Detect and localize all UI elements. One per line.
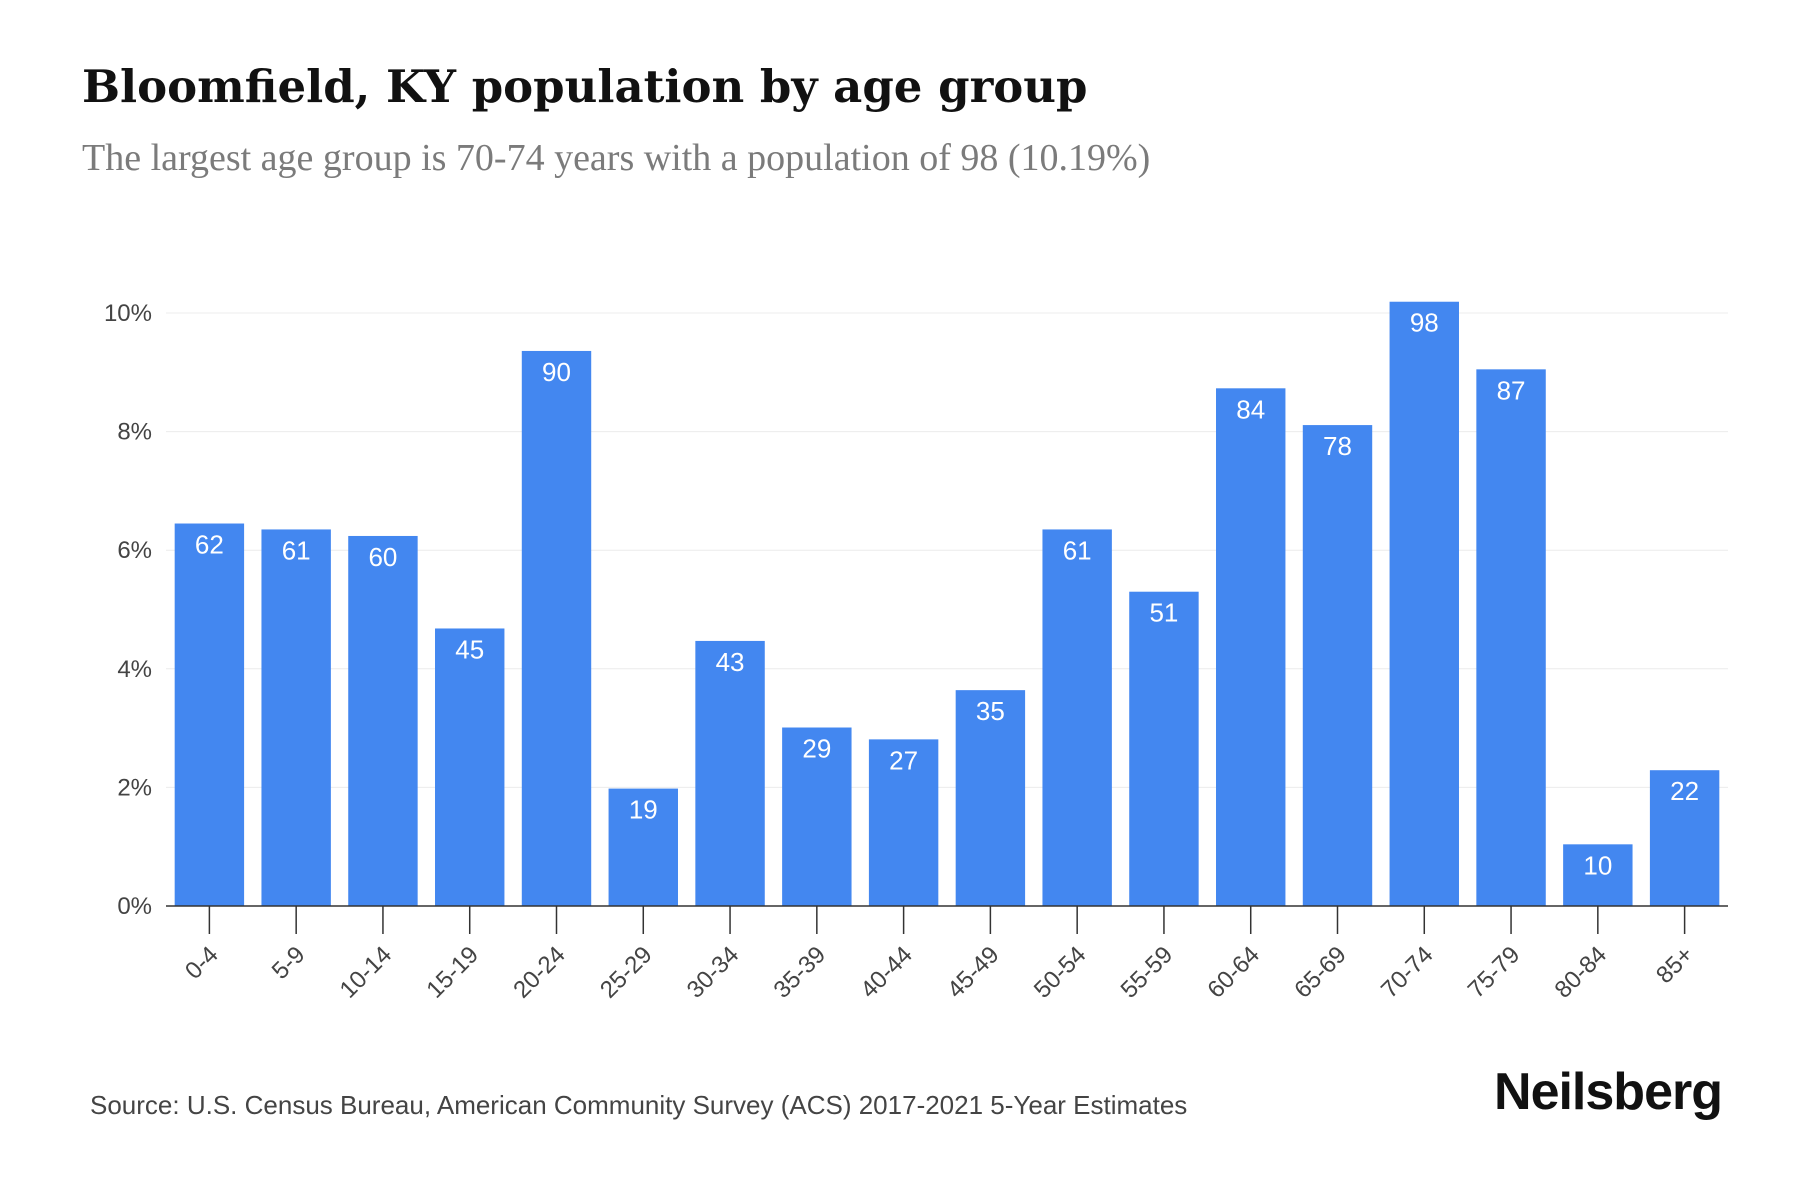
x-category-label: 85+ <box>1651 941 1699 989</box>
bar-45-49 <box>955 690 1026 906</box>
y-tick-label: 6% <box>117 537 152 564</box>
x-axis-category-labels: 0-4 5-9 10-14 15-19 20-24 25-29 30-34 35-39 40-4… <box>180 941 1699 1004</box>
bar-value-label: 22 <box>1670 776 1699 806</box>
x-category-label: 20-24 <box>508 941 571 1004</box>
bar-55-59 <box>1129 591 1199 906</box>
bar-value-label: 62 <box>195 530 224 560</box>
bar-value-label: 29 <box>802 734 831 764</box>
bar-value-label: 27 <box>889 745 918 775</box>
bar-value-label: 43 <box>716 647 745 677</box>
bar-value-label: 98 <box>1410 308 1439 338</box>
bar-10-14 <box>348 535 418 906</box>
x-category-label: 65-69 <box>1289 941 1352 1004</box>
bar-value-label: 61 <box>1063 535 1092 565</box>
x-category-label: 55-59 <box>1116 941 1179 1004</box>
bar-value-label: 90 <box>542 357 571 387</box>
bar-value-label: 10 <box>1583 850 1612 880</box>
bar-35-39 <box>782 727 852 906</box>
bars <box>174 301 1720 907</box>
bar-75-79 <box>1476 369 1546 907</box>
x-category-label: 40-44 <box>855 941 918 1004</box>
y-tick-label: 8% <box>117 419 152 446</box>
bar-value-label: 51 <box>1149 598 1178 628</box>
bar-value-label: 87 <box>1497 375 1526 405</box>
x-category-label: 0-4 <box>180 941 224 985</box>
x-category-label: 35-39 <box>769 941 832 1004</box>
x-category-label: 50-54 <box>1029 941 1092 1004</box>
bar-value-label: 61 <box>282 535 311 565</box>
bar-value-label: 78 <box>1323 431 1352 461</box>
y-tick-label: 10% <box>104 300 152 327</box>
brand-logo: Neilsberg <box>1494 1063 1723 1121</box>
y-axis-tick-labels: 0% 2% 4% 6% 8% 10% <box>104 300 152 920</box>
bar-40-44 <box>868 739 939 906</box>
chart-subtitle: The largest age group is 70-74 years wit… <box>82 137 1151 179</box>
bar-85+ <box>1649 770 1720 906</box>
bar-5-9 <box>261 529 331 906</box>
bar-value-label: 60 <box>368 542 397 572</box>
x-category-label: 30-34 <box>682 941 745 1004</box>
bar-60-64 <box>1216 388 1286 906</box>
y-tick-label: 2% <box>117 774 152 801</box>
bar-25-29 <box>608 788 678 906</box>
bar-80-84 <box>1563 844 1633 906</box>
x-category-label: 70-74 <box>1376 941 1439 1004</box>
x-category-label: 15-19 <box>421 941 484 1004</box>
bar-50-54 <box>1042 529 1112 906</box>
bar-value-label: 35 <box>976 696 1005 726</box>
y-tick-label: 4% <box>117 656 152 683</box>
grid-lines <box>166 312 1728 788</box>
chart-title: Bloomfield, KY population by age group <box>82 60 1088 113</box>
bar-value-label: 84 <box>1236 394 1265 424</box>
bar-value-labels: 62 61 60 45 90 19 43 29 27 35 61 51 84 78 98 87 10 22 <box>195 308 1699 881</box>
x-category-label: 60-64 <box>1202 941 1265 1004</box>
bar-0-4 <box>174 523 245 906</box>
x-category-label: 25-29 <box>595 941 658 1004</box>
bar-70-74 <box>1389 301 1459 906</box>
x-category-label: 75-79 <box>1463 941 1526 1004</box>
x-category-label: 10-14 <box>335 941 398 1004</box>
bar-30-34 <box>695 640 765 906</box>
x-axis-ticks <box>208 906 1686 934</box>
x-category-label: 80-84 <box>1550 941 1613 1004</box>
bar-65-69 <box>1302 425 1373 906</box>
bar-value-label: 19 <box>629 795 658 825</box>
y-tick-label: 0% <box>117 893 152 920</box>
bar-15-19 <box>435 628 505 906</box>
source-note: Source: U.S. Census Bureau, American Com… <box>90 1090 1188 1120</box>
bar-20-24 <box>521 350 592 906</box>
x-category-label: 5-9 <box>267 941 311 985</box>
bar-value-label: 45 <box>455 634 484 664</box>
x-category-label: 45-49 <box>942 941 1005 1004</box>
